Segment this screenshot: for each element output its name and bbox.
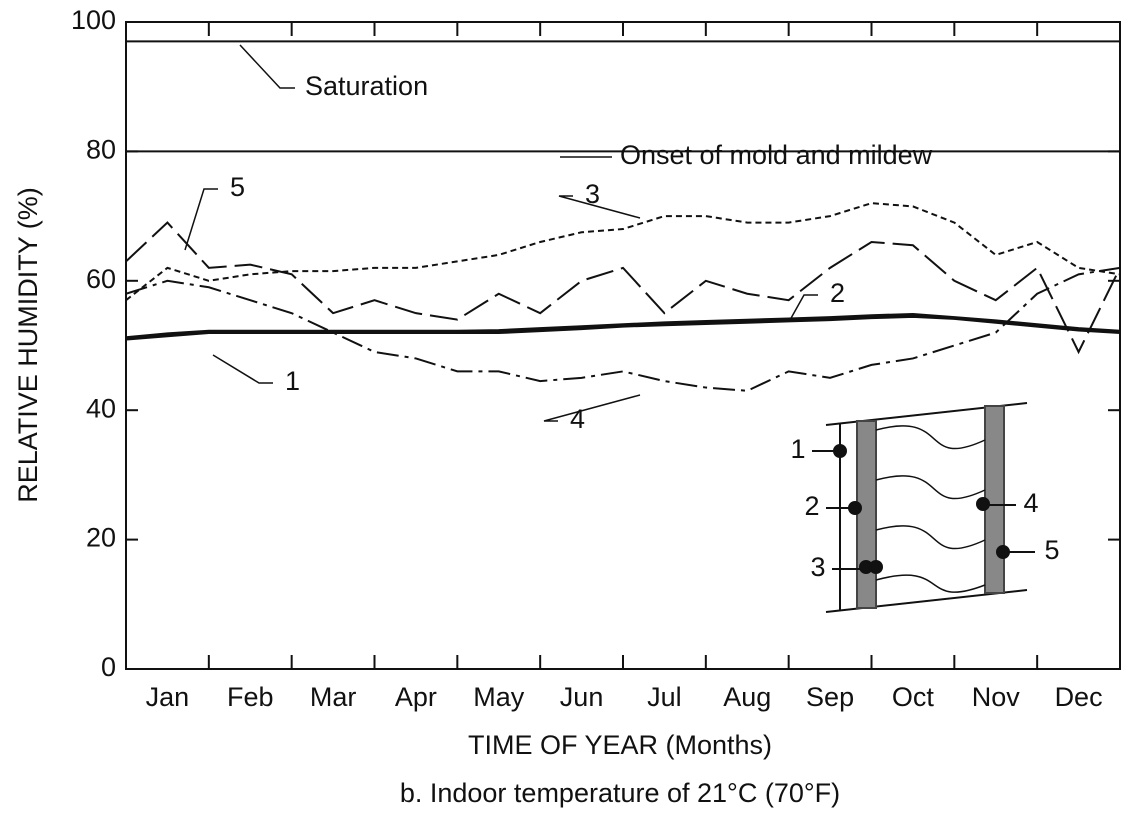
inset-label: 4 (1023, 488, 1038, 518)
x-tick-label: Aug (723, 682, 771, 712)
x-tick-label: May (473, 682, 525, 712)
reference-label: Saturation (305, 71, 428, 101)
series-label: 5 (230, 172, 245, 202)
inset-label: 2 (804, 491, 819, 521)
x-tick-label: Mar (310, 682, 357, 712)
x-tick-label: Feb (227, 682, 274, 712)
y-axis-label: RELATIVE HUMIDITY (%) (13, 187, 43, 503)
plot-frame (126, 22, 1120, 669)
leader-line (185, 189, 218, 250)
y-tick-label: 20 (86, 523, 116, 553)
inset-label: 1 (790, 434, 805, 464)
series-label: 4 (570, 404, 585, 434)
inset-label: 3 (810, 552, 825, 582)
x-tick-label: Apr (395, 682, 437, 712)
y-tick-label: 40 (86, 393, 116, 423)
series-label: 2 (830, 278, 845, 308)
x-tick-label: Nov (972, 682, 1021, 712)
x-tick-label: Jul (647, 682, 682, 712)
inset-label: 5 (1044, 535, 1059, 565)
series-label: 1 (285, 366, 300, 396)
x-tick-label: Oct (892, 682, 935, 712)
leader-line (240, 45, 295, 88)
series-line (126, 268, 1120, 391)
y-tick-label: 0 (101, 652, 116, 682)
x-tick-label: Sep (806, 682, 854, 712)
inset-diagram (812, 403, 1035, 612)
x-tick-label: Jun (560, 682, 604, 712)
chart: TIME OF YEAR (Months) b. Indoor temperat… (0, 0, 1132, 819)
x-tick-label: Dec (1055, 682, 1103, 712)
series-line (126, 203, 1120, 300)
reference-label: Onset of mold and mildew (620, 140, 933, 170)
series-line (126, 314, 1120, 337)
leader-line (544, 395, 640, 421)
x-tick-label: Jan (146, 682, 190, 712)
leader-line (790, 295, 818, 320)
y-tick-label: 60 (86, 264, 116, 294)
caption: b. Indoor temperature of 21°C (70°F) (400, 778, 840, 808)
y-tick-label: 80 (86, 135, 116, 165)
series-label: 3 (585, 179, 600, 209)
leader-line (213, 355, 273, 383)
y-tick-label: 100 (71, 5, 116, 35)
x-axis-label: TIME OF YEAR (Months) (468, 730, 772, 760)
